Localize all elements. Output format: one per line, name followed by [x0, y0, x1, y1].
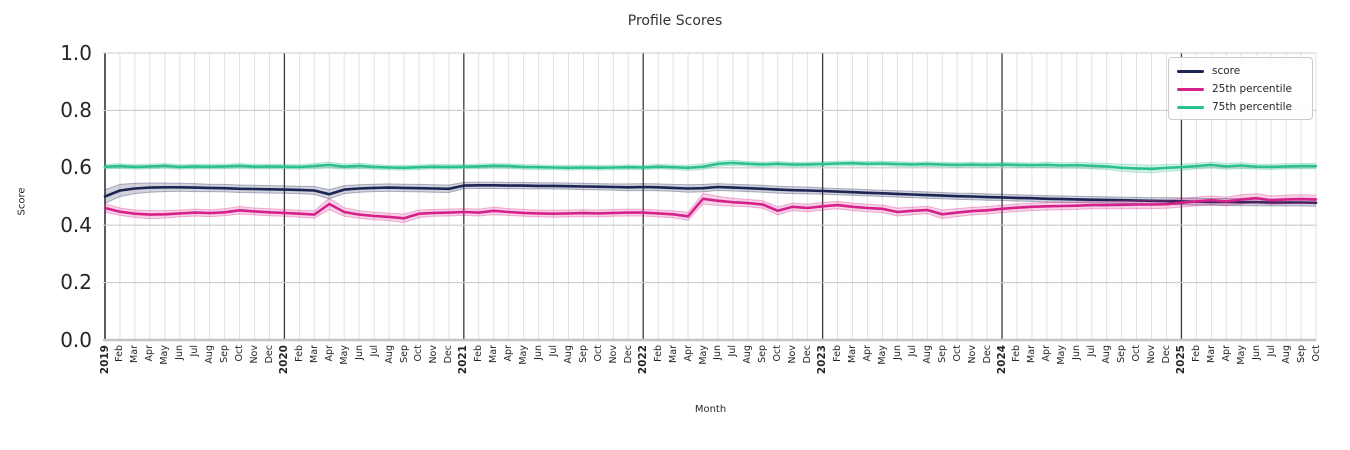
legend-line-swatch-icon [1177, 105, 1204, 109]
y-tick-label: 0.8 [60, 97, 92, 122]
legend-line-swatch-icon [1177, 87, 1204, 91]
legend-item-label: 25th percentile [1212, 83, 1292, 95]
band-25th-percentile [105, 193, 1316, 223]
chart-title: Profile Scores [627, 13, 723, 29]
legend-item: 75th percentile [1169, 98, 1312, 116]
series-line-75th-percentile [103, 161, 1318, 171]
legend-item-label: score [1212, 65, 1241, 77]
band-edge-hi-25th-percentile [104, 193, 1317, 215]
band-edge-lo-25th-percentile [104, 202, 1317, 224]
band-edge-lo-score [104, 188, 1317, 207]
legend-item: score [1169, 62, 1312, 80]
band-edge-lo-75th-percentile [104, 164, 1316, 174]
x-axis-label: Month [694, 404, 727, 415]
series-line-25th-percentile [103, 196, 1318, 220]
y-tick-label: 1.0 [60, 40, 92, 65]
y-tick-label: 0.0 [60, 327, 92, 352]
legend-line-swatch-icon [1177, 69, 1204, 73]
band-edge-hi-score [104, 181, 1317, 200]
y-tick-label: 0.4 [60, 212, 92, 237]
series-line-score [103, 184, 1318, 205]
legend: score 25th percentile 75th percentile [1168, 57, 1313, 120]
y-tick-label: 0.6 [60, 155, 92, 180]
y-tick-label: 0.2 [60, 270, 92, 295]
band-edge-hi-75th-percentile [104, 159, 1316, 167]
legend-item: 25th percentile [1169, 80, 1312, 98]
legend-item-label: 75th percentile [1212, 101, 1292, 113]
